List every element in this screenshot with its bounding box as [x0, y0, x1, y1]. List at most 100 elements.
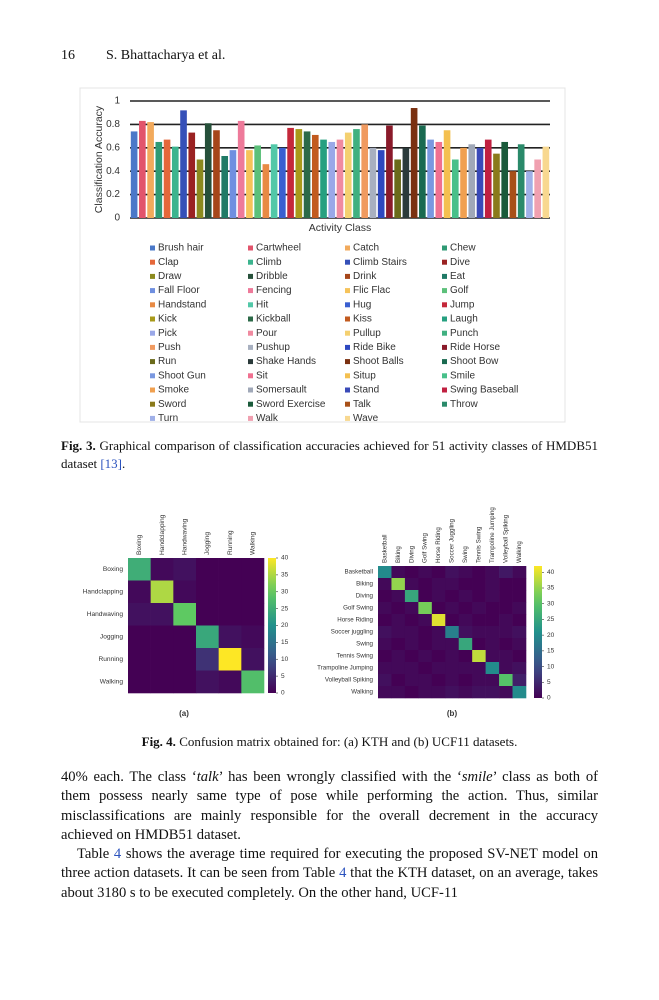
colorbar-tick-label: 30 — [281, 588, 289, 595]
matrix-cell — [472, 626, 486, 639]
legend-label: Shoot Gun — [158, 370, 206, 381]
legend-swatch — [442, 288, 447, 294]
legend-swatch — [248, 387, 253, 393]
bar — [262, 164, 270, 218]
legend-swatch — [150, 359, 155, 365]
matrix-cell — [512, 638, 527, 651]
caption-text: Graphical comparison of classification a… — [61, 438, 598, 471]
row-label: Handwaving — [87, 611, 124, 618]
legend-label: Throw — [450, 399, 479, 410]
matrix-cell — [404, 590, 419, 603]
matrix-cell — [512, 626, 527, 639]
legend-label: Kiss — [353, 314, 372, 325]
bar — [279, 147, 286, 218]
matrix-cell — [128, 558, 151, 581]
matrix-cell — [418, 674, 433, 687]
legend-label: Shoot Balls — [353, 356, 404, 367]
bar — [328, 141, 336, 218]
legend-label: Handstand — [158, 299, 206, 310]
matrix-cell — [173, 625, 197, 649]
matrix-cell — [472, 638, 486, 651]
matrix-cell — [173, 558, 197, 581]
matrix-cell — [391, 590, 406, 603]
matrix-cell — [378, 638, 392, 651]
matrix-cell — [128, 603, 151, 626]
bar — [493, 153, 500, 218]
row-label: Biking — [356, 581, 373, 588]
italic-text: talk — [196, 769, 219, 785]
matrix-cell — [499, 650, 513, 663]
matrix-cell — [196, 648, 219, 671]
matrix-cell — [445, 614, 460, 627]
legend-label: Golf — [450, 285, 469, 296]
colorbar — [534, 566, 542, 698]
legend-swatch — [442, 359, 447, 365]
matrix-cell — [445, 686, 460, 699]
matrix-cell — [512, 674, 527, 687]
matrix-cell — [418, 566, 433, 579]
bar — [402, 147, 410, 218]
matrix-cell — [485, 650, 500, 663]
matrix-cell — [512, 590, 527, 603]
legend-label: Dribble — [256, 271, 288, 282]
legend-label: Sit — [256, 370, 268, 381]
bar — [435, 141, 443, 218]
matrix-cell — [512, 686, 527, 699]
caption-end: . — [122, 456, 126, 471]
row-label: Handclapping — [83, 589, 124, 596]
matrix-cell — [150, 558, 174, 581]
matrix-cell — [150, 670, 174, 694]
table-link[interactable]: 4 — [339, 865, 347, 882]
matrix-cell — [128, 625, 151, 649]
legend-label: Talk — [353, 399, 372, 410]
legend-label: Sword — [158, 399, 186, 410]
column-label: Volleyball Spiking — [502, 514, 509, 563]
matrix-cell — [241, 670, 265, 694]
matrix-cell — [485, 614, 500, 627]
matrix-cell — [418, 590, 433, 603]
colorbar-tick-label: 20 — [547, 632, 555, 639]
citation-link[interactable]: [13] — [100, 456, 123, 471]
column-label: Walking — [516, 541, 523, 563]
bar — [229, 150, 237, 218]
matrix-cell — [241, 580, 265, 604]
legend-label: Dive — [450, 257, 470, 268]
bar — [509, 171, 517, 218]
matrix-cell — [378, 614, 392, 627]
bar — [476, 147, 484, 218]
matrix-cell — [472, 614, 486, 627]
column-label: Walking — [249, 531, 256, 555]
matrix-cell — [150, 580, 174, 604]
legend-swatch — [442, 259, 447, 265]
legend-swatch — [442, 387, 447, 393]
bar — [451, 159, 459, 218]
bar — [394, 159, 401, 218]
y-tick-label: 0.2 — [106, 189, 120, 200]
legend-swatch — [248, 401, 253, 407]
legend-label: Kickball — [256, 314, 290, 325]
matrix-cell — [128, 670, 151, 694]
matrix-cell — [173, 603, 197, 626]
matrix-cell — [218, 670, 242, 694]
matrix-cell — [418, 602, 433, 615]
colorbar-tick-label: 30 — [547, 600, 555, 607]
matrix-cell — [499, 590, 513, 603]
matrix-cell — [472, 686, 486, 699]
y-tick-label: 0 — [114, 213, 120, 224]
matrix-cell — [150, 603, 174, 626]
column-label: Tennis Swing — [476, 526, 483, 563]
legend-label: Situp — [353, 370, 376, 381]
matrix-cell — [431, 626, 446, 639]
matrix-cell — [173, 670, 197, 694]
matrix-cell — [218, 625, 242, 649]
legend-label: Fencing — [256, 285, 292, 296]
legend-label: Turn — [158, 413, 178, 424]
column-label: Horse Riding — [435, 527, 442, 563]
matrix-cell — [404, 674, 419, 687]
bar — [484, 139, 492, 218]
matrix-cell — [218, 603, 242, 626]
matrix-cell — [418, 626, 433, 639]
legend-swatch — [345, 302, 350, 308]
matrix-cell — [404, 662, 419, 675]
table-link[interactable]: 4 — [113, 846, 122, 862]
